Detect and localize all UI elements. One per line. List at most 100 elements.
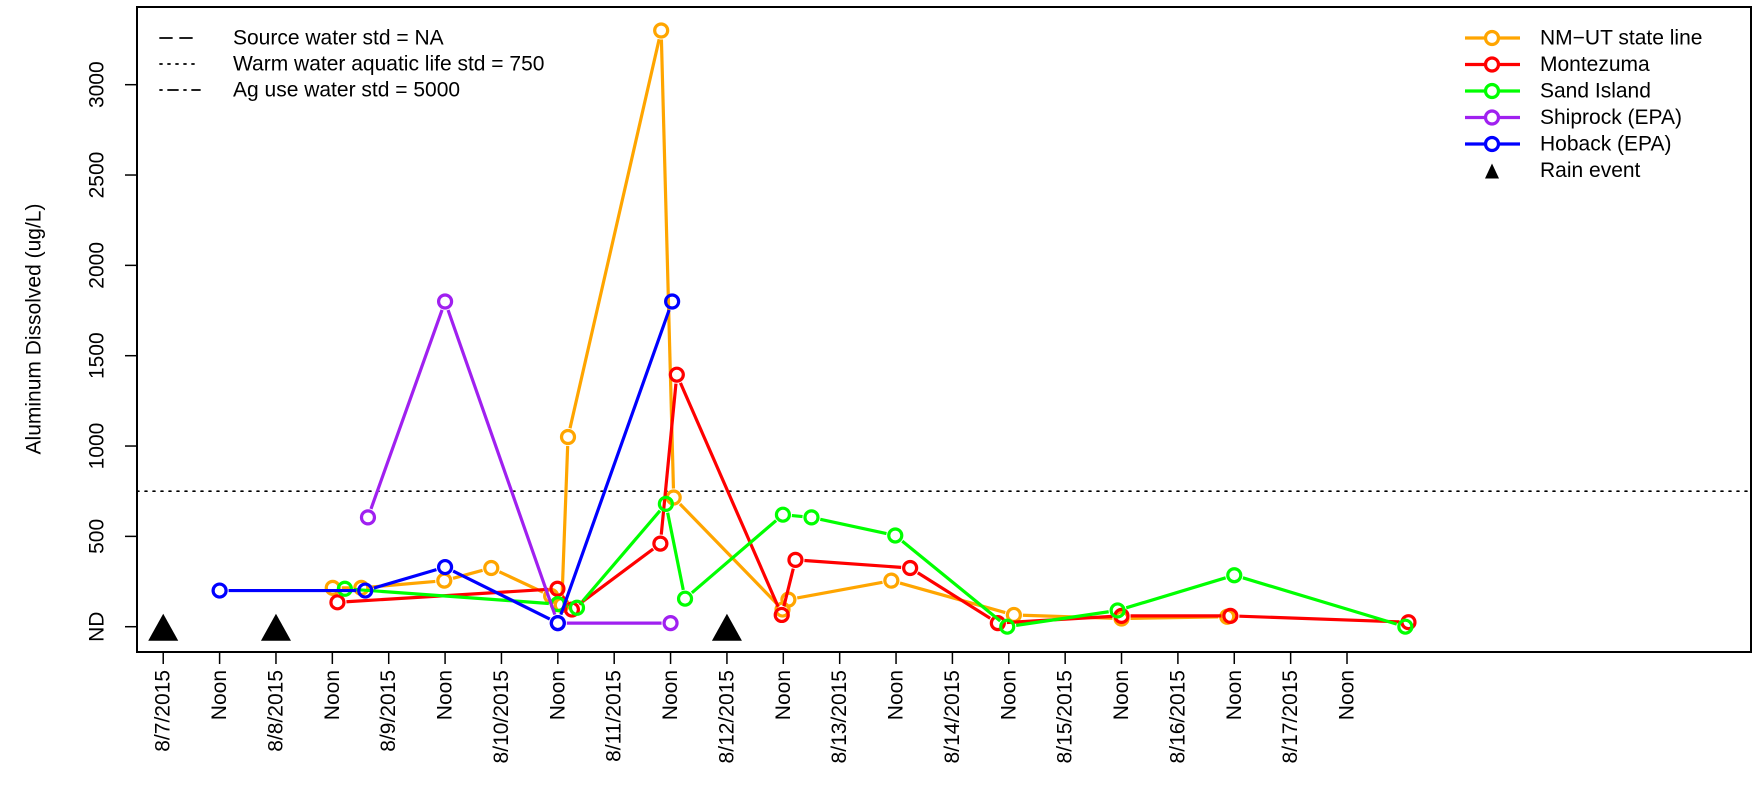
series-segment (899, 581, 1006, 615)
rain-legend-label: Rain event (1540, 159, 1641, 182)
data-point (774, 506, 792, 523)
series-shiprock-epa (359, 293, 679, 632)
x-tick-label: 8/10/2015 (490, 670, 513, 763)
rain-event-marker (711, 613, 742, 641)
data-point (359, 509, 377, 526)
series-nm-ut-state-line (324, 22, 1236, 627)
series-hoback-epa (211, 293, 681, 632)
series-segment (452, 569, 551, 621)
data-point (357, 582, 374, 599)
data-point (803, 509, 820, 526)
series-segment (1239, 614, 1400, 624)
x-tick-label: Noon (1336, 670, 1359, 720)
x-tick-label: Noon (885, 670, 908, 720)
x-tick-label: Noon (1110, 670, 1133, 720)
series-segment (446, 309, 557, 616)
series-legend: NM−UT state line Montezuma Sand Island Ship… (1465, 27, 1702, 182)
data-point (787, 551, 804, 568)
y-tick-label: 500 (86, 519, 109, 554)
x-tick-label: 8/13/2015 (828, 670, 851, 763)
data-point (483, 559, 500, 577)
series-legend-marker (1483, 135, 1501, 153)
series-segment (1242, 576, 1398, 626)
x-tick-label: Noon (1223, 670, 1246, 720)
y-tick-label: 1500 (86, 332, 109, 379)
data-point (1109, 602, 1126, 619)
data-point (773, 606, 790, 624)
data-point (549, 614, 566, 632)
data-point (436, 558, 454, 576)
series-segment (804, 558, 902, 569)
series-legend-marker (1483, 82, 1501, 100)
y-axis: ND 500 1000 1500 2000 2500 3000 (86, 61, 138, 642)
series-legend-label: Montezuma (1540, 53, 1650, 76)
series-segment (782, 568, 795, 607)
series-segment (678, 502, 778, 605)
series-segment (666, 512, 685, 591)
series-legend-marker (1483, 29, 1501, 47)
y-tick-label: 2000 (86, 242, 109, 289)
data-point (549, 580, 566, 597)
series-segment (373, 568, 437, 590)
data-point (436, 572, 453, 589)
series-segment (819, 517, 887, 536)
data-point (568, 599, 586, 616)
series-segment (581, 509, 662, 602)
x-tick-label: Noon (659, 670, 682, 720)
series-segment (1125, 576, 1227, 610)
series-segment (901, 539, 1002, 623)
x-tick-label: 8/7/2015 (152, 670, 175, 752)
rain-event-marker (260, 613, 291, 641)
series-segment (690, 519, 778, 595)
y-axis-title: Aluminum Dissolved (ug/L) (23, 204, 46, 455)
series-legend-marker (1483, 109, 1501, 126)
x-tick-label: 8/9/2015 (377, 670, 400, 752)
reference-legend-label: Ag use water std = 5000 (233, 79, 460, 102)
y-tick-label: 2500 (86, 152, 109, 199)
data-point (662, 614, 679, 632)
series-segment (916, 571, 992, 620)
x-tick-label: 8/17/2015 (1279, 670, 1302, 763)
data-point (887, 527, 904, 544)
series-segment (452, 568, 483, 580)
rain-event-marker (148, 613, 179, 641)
data-point (902, 559, 919, 577)
data-point (653, 22, 670, 39)
data-point (436, 293, 454, 310)
x-axis: 8/7/2015 Noon 8/8/2015 Noon 8/9/2015 Noon 8/10… (152, 651, 1359, 763)
data-point (989, 614, 1006, 632)
data-point (652, 535, 669, 552)
reference-legend-label: Warm water aquatic life std = 750 (233, 53, 544, 76)
series-segment (578, 547, 655, 606)
x-tick-label: Noon (208, 670, 231, 720)
plot-frame (136, 6, 1752, 653)
series-segment (796, 580, 883, 600)
x-tick-label: Noon (997, 670, 1020, 720)
x-tick-label: Noon (546, 670, 569, 720)
x-tick-label: 8/16/2015 (1166, 670, 1189, 763)
x-tick-label: 8/14/2015 (941, 670, 964, 763)
series-segment (560, 445, 570, 597)
series-layer (211, 22, 1417, 635)
x-tick-label: 8/11/2015 (603, 670, 626, 762)
series-segment (678, 382, 780, 608)
series-legend-label: Shiprock (EPA) (1540, 106, 1682, 129)
x-tick-label: Noon (772, 670, 795, 720)
series-legend-label: Hoback (EPA) (1540, 133, 1672, 156)
reference-legend-label: Source water std = NA (233, 27, 444, 50)
data-point (1397, 618, 1414, 635)
data-point (559, 428, 577, 446)
data-point (676, 590, 694, 607)
series-segment (791, 513, 803, 519)
data-point (657, 495, 674, 512)
data-point (1222, 607, 1239, 624)
series-legend-label: Sand Island (1540, 80, 1651, 103)
x-tick-label: 8/15/2015 (1054, 670, 1077, 763)
data-point (1226, 567, 1243, 584)
x-tick-label: 8/12/2015 (715, 670, 738, 763)
reference-legend: Source water std = NA Warm water aquatic … (159, 27, 544, 102)
series-montezuma (329, 366, 1417, 632)
y-tick-label: 1000 (86, 423, 109, 470)
data-point (329, 594, 346, 611)
